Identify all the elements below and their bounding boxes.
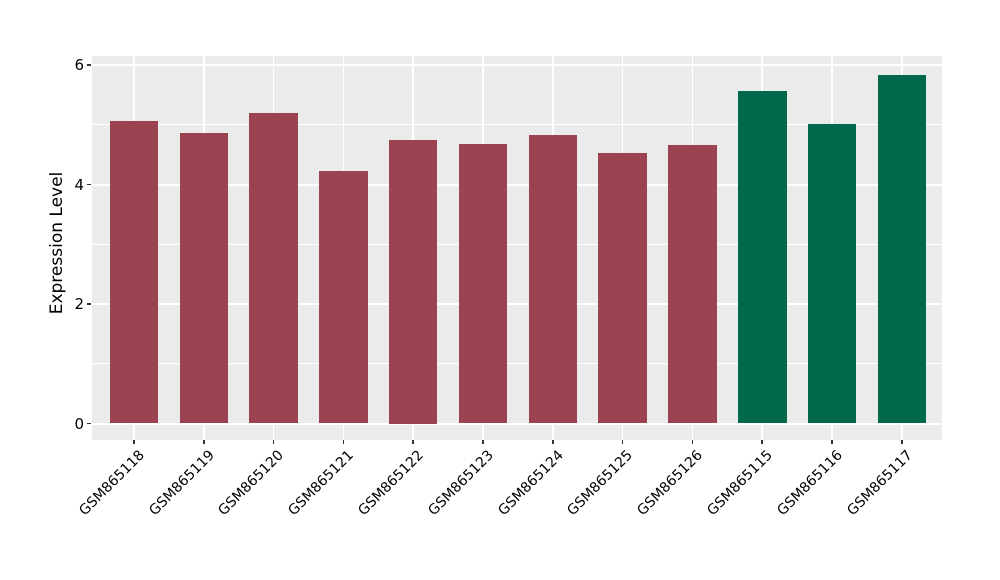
- x-tick-label-GSM865115: GSM865115: [704, 447, 776, 519]
- x-tick-mark-GSM865118: [133, 440, 135, 444]
- gridline-major-y2: [92, 303, 942, 305]
- x-tick-mark-GSM865123: [482, 440, 484, 444]
- x-tick-mark-GSM865124: [552, 440, 554, 444]
- bar-GSM865116: [807, 123, 857, 424]
- x-tick-mark-GSM865119: [203, 440, 205, 444]
- y-tick-label-2: 2: [74, 295, 84, 313]
- gridline-minor-y1: [92, 363, 942, 365]
- bar-GSM865115: [738, 91, 787, 424]
- x-tick-label-GSM865124: GSM865124: [494, 447, 567, 519]
- y-tick-label-6: 6: [74, 56, 84, 74]
- gridline-minor-y3: [92, 243, 942, 245]
- plot-panel: [92, 56, 942, 440]
- x-tick-label-GSM865121: GSM865121: [285, 447, 358, 519]
- bar-GSM865124: [528, 134, 578, 424]
- gridline-major-y4: [92, 183, 942, 186]
- x-tick-label-GSM865126: GSM865126: [634, 447, 707, 519]
- bar-GSM865119: [179, 133, 229, 424]
- y-tick-mark-6: [87, 64, 91, 66]
- x-tick-label-GSM865118: GSM865118: [76, 447, 148, 519]
- bar-GSM865121: [319, 170, 368, 424]
- x-tick-mark-GSM865126: [691, 440, 694, 444]
- bar-GSM865122: [388, 139, 438, 424]
- bar-GSM865117: [877, 74, 927, 424]
- x-tick-label-GSM865122: GSM865122: [355, 447, 427, 519]
- x-tick-label-GSM865125: GSM865125: [564, 447, 637, 519]
- x-tick-label-GSM865116: GSM865116: [774, 447, 846, 519]
- gridline-minor-y5: [92, 124, 942, 126]
- x-tick-mark-GSM865121: [342, 440, 345, 444]
- x-tick-mark-GSM865115: [761, 440, 764, 444]
- bar-GSM865126: [668, 145, 717, 424]
- x-tick-mark-GSM865122: [412, 440, 415, 444]
- x-tick-mark-GSM865125: [621, 440, 624, 444]
- x-tick-label-GSM865117: GSM865117: [843, 447, 916, 519]
- y-tick-label-4: 4: [74, 175, 84, 194]
- y-tick-mark-0: [87, 422, 91, 425]
- y-tick-mark-4: [87, 183, 91, 186]
- y-axis-title: Expression Level: [47, 171, 67, 315]
- gridline-major-y6: [92, 64, 942, 66]
- x-tick-label-GSM865123: GSM865123: [425, 447, 497, 519]
- bar-GSM865125: [598, 153, 647, 424]
- bar-GSM865120: [249, 112, 298, 424]
- x-tick-mark-GSM865117: [901, 440, 903, 444]
- bar-GSM865123: [458, 144, 508, 424]
- y-tick-mark-2: [87, 303, 91, 305]
- gridline-major-y0: [92, 422, 942, 425]
- bar-GSM865118: [109, 120, 159, 424]
- y-tick-label-0: 0: [74, 414, 84, 433]
- x-tick-mark-GSM865116: [831, 440, 833, 444]
- x-tick-mark-GSM865120: [272, 440, 275, 444]
- x-tick-label-GSM865119: GSM865119: [145, 447, 218, 519]
- x-tick-label-GSM865120: GSM865120: [215, 447, 288, 519]
